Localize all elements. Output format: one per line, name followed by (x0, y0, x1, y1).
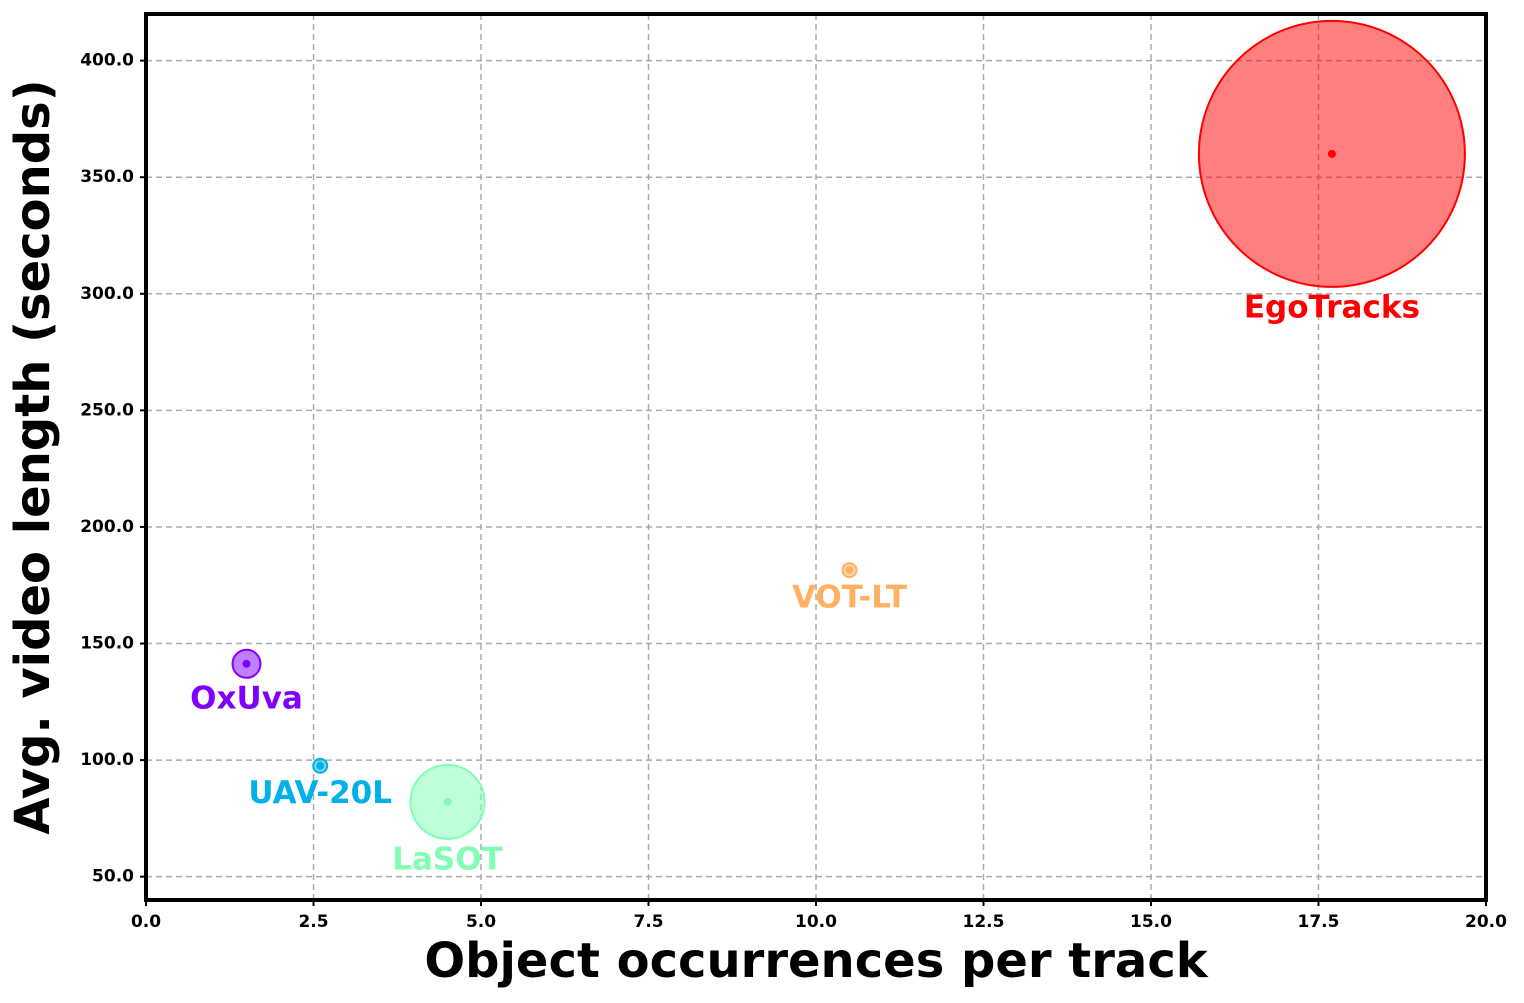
bubble-label: EgoTracks (1244, 289, 1420, 325)
x-tick-label: 0.0 (131, 912, 161, 932)
bubble-label: UAV-20L (248, 775, 392, 811)
bubble-center (845, 566, 854, 575)
bubble-label: OxUva (190, 680, 303, 716)
y-tick-label: 150.0 (80, 634, 134, 654)
x-tick-label: 20.0 (1465, 912, 1507, 932)
y-tick-label: 400.0 (80, 51, 134, 71)
y-tick-label: 100.0 (80, 750, 134, 770)
x-tick-label: 17.5 (1298, 912, 1340, 932)
y-tick-label: 300.0 (80, 284, 134, 304)
x-tick-label: 10.0 (795, 912, 837, 932)
plot-frame (144, 12, 1488, 902)
y-tick-label: 350.0 (80, 167, 134, 187)
x-tick-label: 2.5 (298, 912, 328, 932)
bubble-center (316, 761, 325, 770)
y-tick-label: 250.0 (80, 400, 134, 420)
x-tick-label: 7.5 (633, 912, 663, 932)
x-axis-label: Object occurrences per track (424, 933, 1208, 989)
y-tick-label: 50.0 (92, 867, 134, 887)
bubble-center (242, 659, 251, 668)
x-tick-label: 12.5 (963, 912, 1005, 932)
bubble-label: LaSOT (392, 841, 503, 877)
bubble-label: VOT-LT (792, 580, 907, 616)
x-tick-label: 5.0 (466, 912, 496, 932)
bubble-center (443, 797, 452, 806)
y-axis-label: Avg. video length (seconds) (5, 79, 61, 834)
x-tick-label: 15.0 (1130, 912, 1172, 932)
y-tick-label: 200.0 (80, 517, 134, 537)
bubble-center (1327, 149, 1336, 158)
